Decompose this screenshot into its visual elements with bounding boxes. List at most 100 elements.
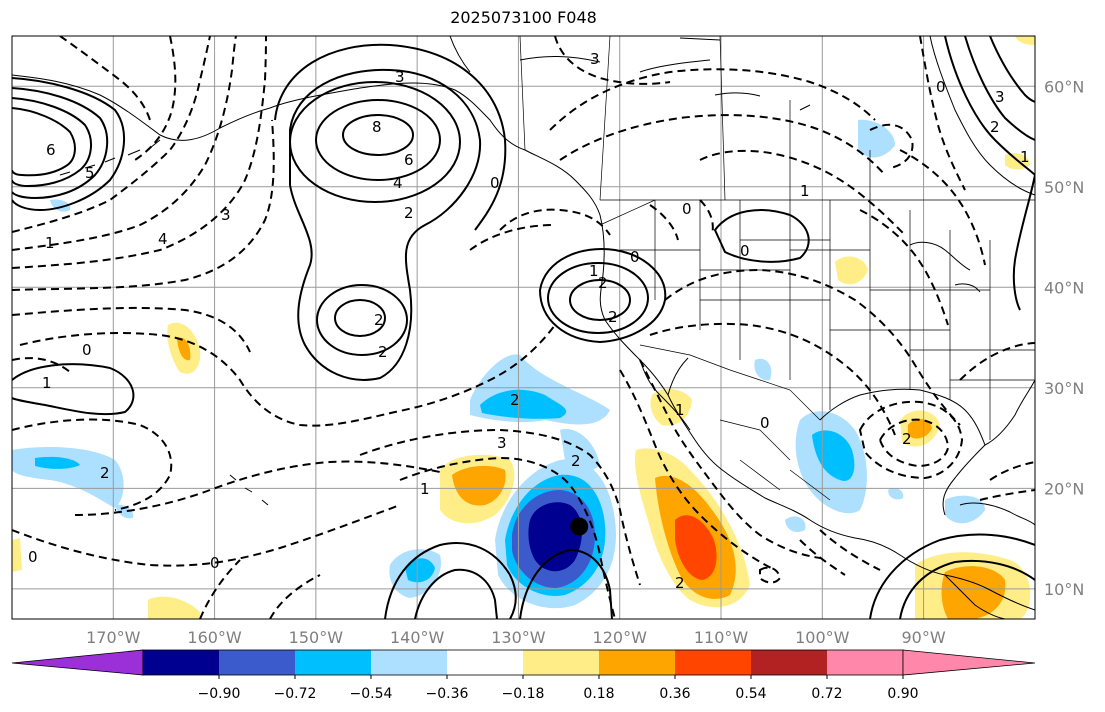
us-mexico-border bbox=[639, 344, 821, 421]
colorbar-bin bbox=[371, 650, 447, 675]
alaska-coast bbox=[12, 74, 601, 216]
colorbar-tick-label: 0.36 bbox=[659, 686, 690, 702]
contour-south-solid-e bbox=[869, 533, 1035, 619]
contour-dashed-s bbox=[549, 68, 876, 131]
contour-high-north-8 bbox=[342, 114, 414, 156]
longitude-tick-label: 110°W bbox=[694, 628, 749, 647]
contour-dashed-j bbox=[199, 559, 321, 619]
contour-high-2 bbox=[289, 68, 482, 381]
storm-center-marker bbox=[570, 517, 589, 536]
colorbar-bins bbox=[142, 649, 904, 676]
contour-label: 2 bbox=[378, 343, 388, 361]
contour-dashed-w bbox=[959, 342, 1035, 381]
contour-dashed-aa bbox=[899, 149, 986, 266]
contour-dashed-b bbox=[12, 36, 237, 251]
longitude-tick-label: 160°W bbox=[187, 628, 242, 647]
latitude-tick-label: 10°N bbox=[1044, 580, 1084, 599]
contour-label: 2 bbox=[608, 308, 618, 326]
negative-anomaly-region bbox=[115, 504, 134, 519]
contour-nw-solid-a bbox=[12, 77, 126, 212]
contour-dashed-ae bbox=[469, 224, 556, 251]
map-frame bbox=[11, 35, 1036, 620]
alaska-canada-border bbox=[519, 36, 526, 151]
longitude-tick-label: 140°W bbox=[390, 628, 445, 647]
negative-anomaly-region bbox=[405, 558, 435, 583]
colorbar-tick-label: 0.90 bbox=[887, 686, 918, 702]
colorbar-tick-label: 0.54 bbox=[735, 686, 766, 702]
contour-label: 2 bbox=[598, 274, 608, 292]
longitude-tick-label: 100°W bbox=[795, 628, 850, 647]
contour-nw-solid-b bbox=[12, 87, 109, 200]
contour-dashed-o bbox=[664, 268, 961, 426]
positive-anomaly-region bbox=[177, 337, 191, 361]
longitude-tick-label: 130°W bbox=[491, 628, 546, 647]
contour-high-south-3 bbox=[334, 299, 386, 337]
contour-label: 2 bbox=[510, 391, 520, 409]
contour-label: 3 bbox=[590, 50, 600, 68]
colorbar: −0.90 −0.72 −0.54 −0.36 −0.18 0.18 0.36 0.54 0.7… bbox=[11, 649, 1036, 702]
contour-nw-solid-d bbox=[12, 107, 76, 177]
longitude-tick-label: 170°W bbox=[86, 628, 141, 647]
contour-high-south-2 bbox=[316, 284, 408, 356]
colorbar-bin bbox=[751, 650, 827, 675]
colorbar-bin bbox=[523, 650, 599, 675]
contour-dashed-af bbox=[134, 36, 177, 161]
negative-anomaly-region bbox=[754, 358, 772, 381]
contour-dashed-l bbox=[399, 456, 616, 619]
colorbar-tick-label: −0.54 bbox=[350, 686, 393, 702]
positive-anomaly-region bbox=[1015, 36, 1035, 45]
contour-dashed-x bbox=[979, 461, 1035, 501]
positive-anomaly-region bbox=[908, 418, 932, 439]
contour-label: 4 bbox=[158, 230, 168, 248]
contour-dashed-aj bbox=[759, 566, 782, 584]
contour-dashed-ai bbox=[649, 199, 714, 241]
colorbar-bin bbox=[447, 650, 523, 675]
contour-label: 0 bbox=[490, 174, 500, 192]
contour-label: 0 bbox=[82, 341, 92, 359]
contour-label: 1 bbox=[45, 234, 55, 252]
contour-label: 6 bbox=[404, 151, 414, 169]
contour-dashed-g bbox=[12, 418, 173, 511]
colorbar-tick-label: −0.90 bbox=[198, 686, 241, 702]
contour-label: 1 bbox=[800, 182, 810, 200]
contour-label: 2 bbox=[404, 204, 414, 222]
contour-label: 3 bbox=[395, 68, 405, 86]
contour-south-solid-d bbox=[899, 559, 1035, 619]
baja-california bbox=[639, 357, 691, 431]
contour-label: 2 bbox=[100, 464, 110, 482]
contour-dashed-y bbox=[799, 529, 881, 576]
contour-label: 3 bbox=[995, 88, 1005, 106]
contour-dashed-r bbox=[559, 114, 886, 176]
canada-province-borders bbox=[599, 36, 871, 201]
contour-high-0 bbox=[274, 43, 507, 231]
colorbar-tick-label: 0.18 bbox=[583, 686, 614, 702]
contour-label: 1 bbox=[675, 401, 685, 419]
longitude-labels: 170°W 160°W 150°W 140°W 130°W 120°W 110°W 100°W… bbox=[86, 628, 946, 647]
latitude-tick-label: 40°N bbox=[1044, 278, 1084, 297]
contour-dashed-h bbox=[74, 460, 441, 516]
positive-anomaly-region bbox=[452, 465, 506, 506]
latitude-tick-label: 30°N bbox=[1044, 379, 1084, 398]
negative-anomaly-region bbox=[480, 389, 567, 419]
contour-ca-high-2 bbox=[569, 279, 631, 321]
positive-anomaly-region bbox=[148, 596, 200, 619]
colorbar-bin bbox=[295, 650, 371, 675]
negative-anomaly-region bbox=[35, 456, 80, 469]
contour-ca-high-1 bbox=[547, 262, 649, 334]
contour-dashed-t bbox=[869, 123, 914, 169]
contour-dashed-m bbox=[639, 359, 821, 559]
aleutian-islands bbox=[59, 139, 161, 176]
hawaii-islands bbox=[229, 474, 269, 506]
contour-label: 8 bbox=[372, 118, 382, 136]
longitude-tick-label: 150°W bbox=[289, 628, 344, 647]
contour-west-solid bbox=[12, 363, 135, 416]
colorbar-bin bbox=[599, 650, 675, 675]
colorbar-bin bbox=[143, 650, 219, 675]
latitude-labels: 60°N 50°N 40°N 30°N 20°N 10°N bbox=[1044, 77, 1084, 599]
colorbar-bin bbox=[675, 650, 751, 675]
contour-label: 5 bbox=[85, 164, 95, 182]
central-america bbox=[944, 574, 1006, 619]
colorbar-over-triangle bbox=[902, 649, 1036, 676]
negative-anomaly-region bbox=[858, 119, 895, 158]
contour-dashed-n bbox=[619, 369, 776, 571]
